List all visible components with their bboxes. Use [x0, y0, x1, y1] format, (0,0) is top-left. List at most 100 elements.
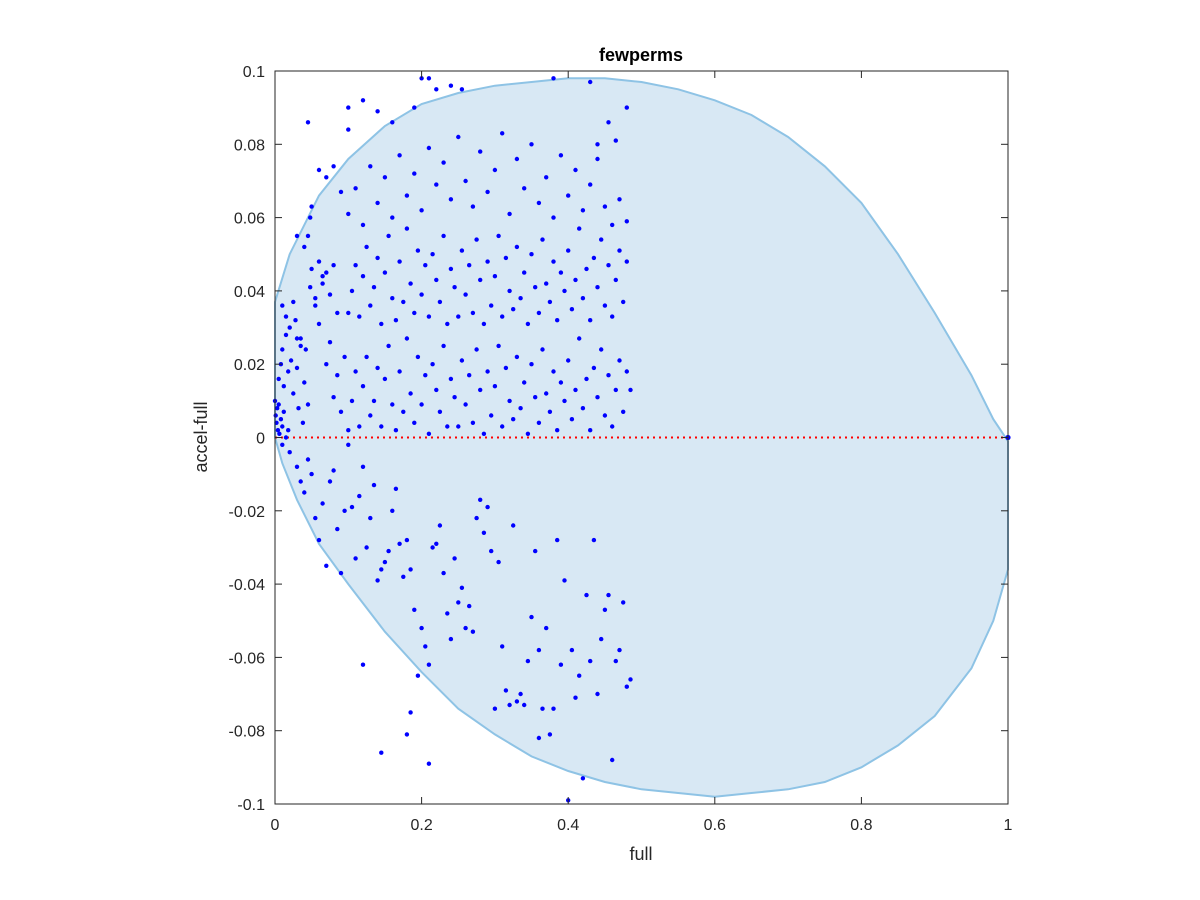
data-point [595, 156, 600, 162]
data-point [507, 288, 512, 294]
data-point [294, 233, 300, 239]
data-point [452, 556, 457, 561]
x-tick-label: 0 [271, 817, 280, 834]
data-point [448, 376, 454, 382]
y-axis-ticks: -0.1 -0.08 -0.06 -0.04 -0.02 0 0.02 0.04 0.06 0.0… [229, 64, 1008, 814]
data-point [283, 314, 289, 319]
data-point [379, 424, 384, 429]
data-point [573, 277, 578, 283]
y-tick-label: -0.04 [229, 577, 266, 594]
data-point [551, 706, 556, 711]
data-point [375, 109, 380, 114]
data-point [360, 464, 366, 469]
data-point [456, 600, 461, 605]
data-point [456, 424, 461, 429]
data-point [353, 263, 358, 268]
data-point [617, 197, 622, 202]
data-point [412, 420, 417, 425]
data-point [280, 347, 285, 352]
data-point [275, 406, 280, 411]
data-point [492, 274, 498, 279]
data-point [514, 354, 520, 360]
data-point [544, 391, 549, 396]
data-point [591, 365, 597, 371]
data-point [621, 600, 626, 605]
data-point [426, 761, 432, 766]
data-point [536, 310, 542, 316]
y-tick-label: 0.08 [234, 137, 265, 154]
data-point [434, 182, 439, 187]
data-point [419, 292, 424, 297]
data-point [536, 200, 542, 206]
data-point [386, 548, 391, 554]
plot-area [272, 76, 1011, 803]
data-point [617, 647, 622, 653]
data-point [360, 274, 366, 279]
data-point [456, 314, 461, 319]
data-point [309, 471, 314, 477]
data-point [617, 248, 622, 253]
data-point [525, 658, 531, 664]
data-point [503, 365, 509, 371]
data-point [496, 559, 501, 565]
data-point [430, 545, 435, 550]
y-tick-label: -0.1 [237, 797, 265, 814]
x-tick-label: 1 [1004, 817, 1013, 834]
data-point [360, 662, 366, 667]
data-point [511, 523, 516, 528]
data-point [309, 204, 314, 209]
data-point [489, 548, 494, 554]
data-point [364, 354, 369, 360]
data-point [288, 358, 294, 363]
data-point [390, 296, 395, 301]
x-axis-label: full [629, 844, 652, 864]
data-point [459, 87, 465, 92]
data-point [500, 644, 505, 649]
data-point [357, 493, 362, 499]
data-point [507, 398, 512, 404]
data-point [278, 417, 284, 422]
data-point [613, 277, 618, 283]
data-point [514, 156, 520, 162]
data-point [364, 244, 369, 250]
data-point [283, 332, 289, 338]
data-point [591, 537, 597, 543]
data-point [331, 263, 336, 268]
data-point [415, 354, 421, 360]
data-point [562, 398, 567, 404]
data-point [566, 358, 571, 363]
data-point [478, 387, 483, 393]
data-point [397, 259, 402, 264]
data-point [390, 508, 395, 513]
data-point [338, 189, 344, 195]
data-point [423, 644, 428, 649]
data-point [386, 343, 391, 349]
data-point [360, 98, 366, 103]
data-point [617, 358, 622, 363]
data-point [305, 457, 311, 462]
data-point [357, 314, 362, 319]
data-point [562, 288, 567, 294]
data-point [390, 120, 395, 125]
chart-title: fewperms [599, 45, 683, 65]
data-point [540, 706, 545, 711]
data-point [302, 490, 307, 495]
data-point [613, 387, 618, 393]
data-point [283, 435, 289, 440]
data-point [518, 296, 523, 301]
data-point [456, 134, 461, 140]
data-point [316, 321, 322, 327]
data-point [602, 204, 608, 209]
data-point [599, 636, 604, 642]
data-point [375, 365, 380, 371]
data-point [577, 226, 582, 231]
data-point [547, 299, 553, 305]
data-point [426, 431, 432, 436]
data-point [595, 285, 600, 290]
data-point [379, 567, 384, 572]
data-point [434, 277, 439, 283]
data-point [441, 160, 446, 165]
data-point [595, 395, 600, 400]
data-point [298, 479, 303, 484]
